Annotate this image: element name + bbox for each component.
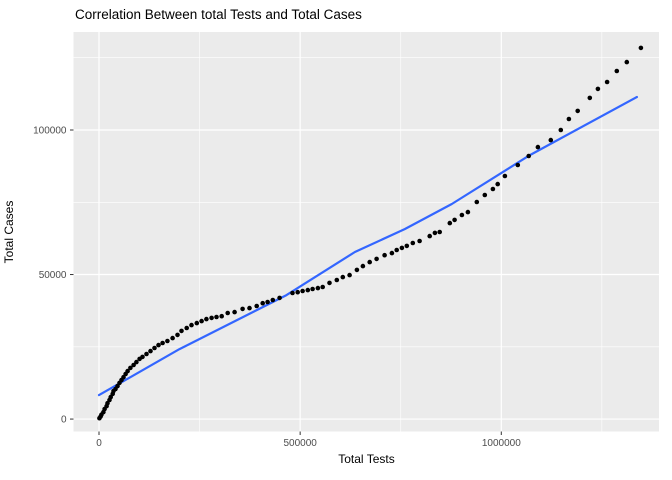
- scatter-point: [495, 181, 501, 187]
- scatter-point: [209, 315, 214, 321]
- scatter-point: [184, 325, 189, 331]
- scatter-point: [624, 59, 630, 65]
- x-tick-label: 1000000: [482, 438, 521, 449]
- scatter-point: [320, 284, 326, 290]
- scatter-point: [614, 68, 620, 74]
- scatter-point: [270, 297, 276, 303]
- scatter-point: [526, 153, 531, 159]
- scatter-point: [340, 274, 346, 280]
- scatter-point: [389, 250, 395, 256]
- scatter-point: [315, 285, 321, 291]
- scatter-point: [156, 342, 161, 348]
- scatter-point: [277, 295, 282, 301]
- scatter-point: [566, 116, 572, 122]
- scatter-point: [399, 245, 405, 251]
- scatter-point: [128, 365, 133, 371]
- scatter-point: [225, 310, 230, 316]
- scatter-point: [144, 351, 149, 357]
- scatter-point: [194, 320, 200, 326]
- scatter-point: [310, 286, 315, 292]
- scatter-point: [300, 288, 305, 294]
- scatter-point: [417, 238, 422, 244]
- scatter-point: [452, 217, 457, 223]
- y-tick-label: 50000: [39, 270, 67, 281]
- scatter-point: [160, 340, 165, 346]
- scatter-point: [558, 127, 564, 133]
- scatter-point: [179, 328, 184, 334]
- scatter-point: [347, 272, 352, 278]
- scatter-point: [587, 95, 593, 101]
- scatter-point: [152, 345, 157, 351]
- scatter-point: [465, 209, 471, 215]
- chart-title: Correlation Between total Tests and Tota…: [75, 7, 362, 22]
- scatter-point: [254, 303, 259, 309]
- scatter-point: [125, 368, 130, 374]
- scatter-point: [474, 199, 480, 205]
- scatter-point: [382, 252, 387, 258]
- scatter-point: [247, 305, 252, 311]
- scatter-point: [432, 230, 438, 236]
- scatter-point: [502, 173, 508, 179]
- scatter-point: [490, 186, 496, 192]
- y-axis-title: Total Cases: [2, 200, 16, 264]
- scatter-point: [189, 322, 194, 328]
- scatter-point: [459, 212, 465, 218]
- scatter-point: [360, 263, 366, 269]
- scatter-point: [170, 335, 175, 341]
- scatter-point: [290, 290, 295, 296]
- scatter-point: [638, 45, 644, 51]
- scatter-point: [265, 299, 270, 305]
- scatter-point: [427, 233, 433, 239]
- y-tick-label: 100000: [33, 125, 67, 136]
- scatter-point: [515, 162, 521, 168]
- scatter-point: [437, 229, 443, 235]
- scatter-point: [374, 256, 379, 262]
- scatter-point: [140, 354, 145, 360]
- scatter-point: [575, 108, 580, 114]
- scatter-point: [165, 338, 170, 344]
- scatter-point: [214, 314, 219, 320]
- y-tick-label: 0: [61, 415, 67, 426]
- x-axis-title: Total Tests: [338, 452, 395, 466]
- scatter-point: [604, 79, 610, 85]
- scatter-point: [199, 318, 204, 324]
- scatter-point: [134, 359, 139, 365]
- scatter-point: [404, 243, 410, 249]
- scatter-point: [131, 362, 136, 368]
- scatter-point: [219, 313, 224, 319]
- scatter-point: [394, 247, 400, 253]
- scatter-point: [482, 192, 488, 198]
- scatter-point: [295, 289, 301, 295]
- scatter-point: [548, 137, 554, 143]
- x-tick-label: 500000: [283, 438, 317, 449]
- plot-panel: [73, 32, 659, 432]
- scatter-point: [148, 348, 153, 354]
- scatter-point: [240, 306, 245, 312]
- scatter-point: [447, 220, 453, 226]
- scatter-point: [535, 144, 541, 150]
- scatter-point: [232, 309, 237, 315]
- scatter-point: [334, 277, 340, 283]
- scatter-point: [595, 86, 601, 92]
- scatter-point: [327, 280, 332, 286]
- scatter-point: [367, 259, 373, 265]
- scatter-point: [260, 300, 266, 306]
- scatter-point: [204, 316, 209, 322]
- scatter-point: [175, 332, 180, 338]
- scatter-point: [354, 267, 360, 273]
- scatter-point: [410, 240, 416, 246]
- scatter-point: [305, 287, 311, 293]
- x-tick-label: 0: [96, 438, 102, 449]
